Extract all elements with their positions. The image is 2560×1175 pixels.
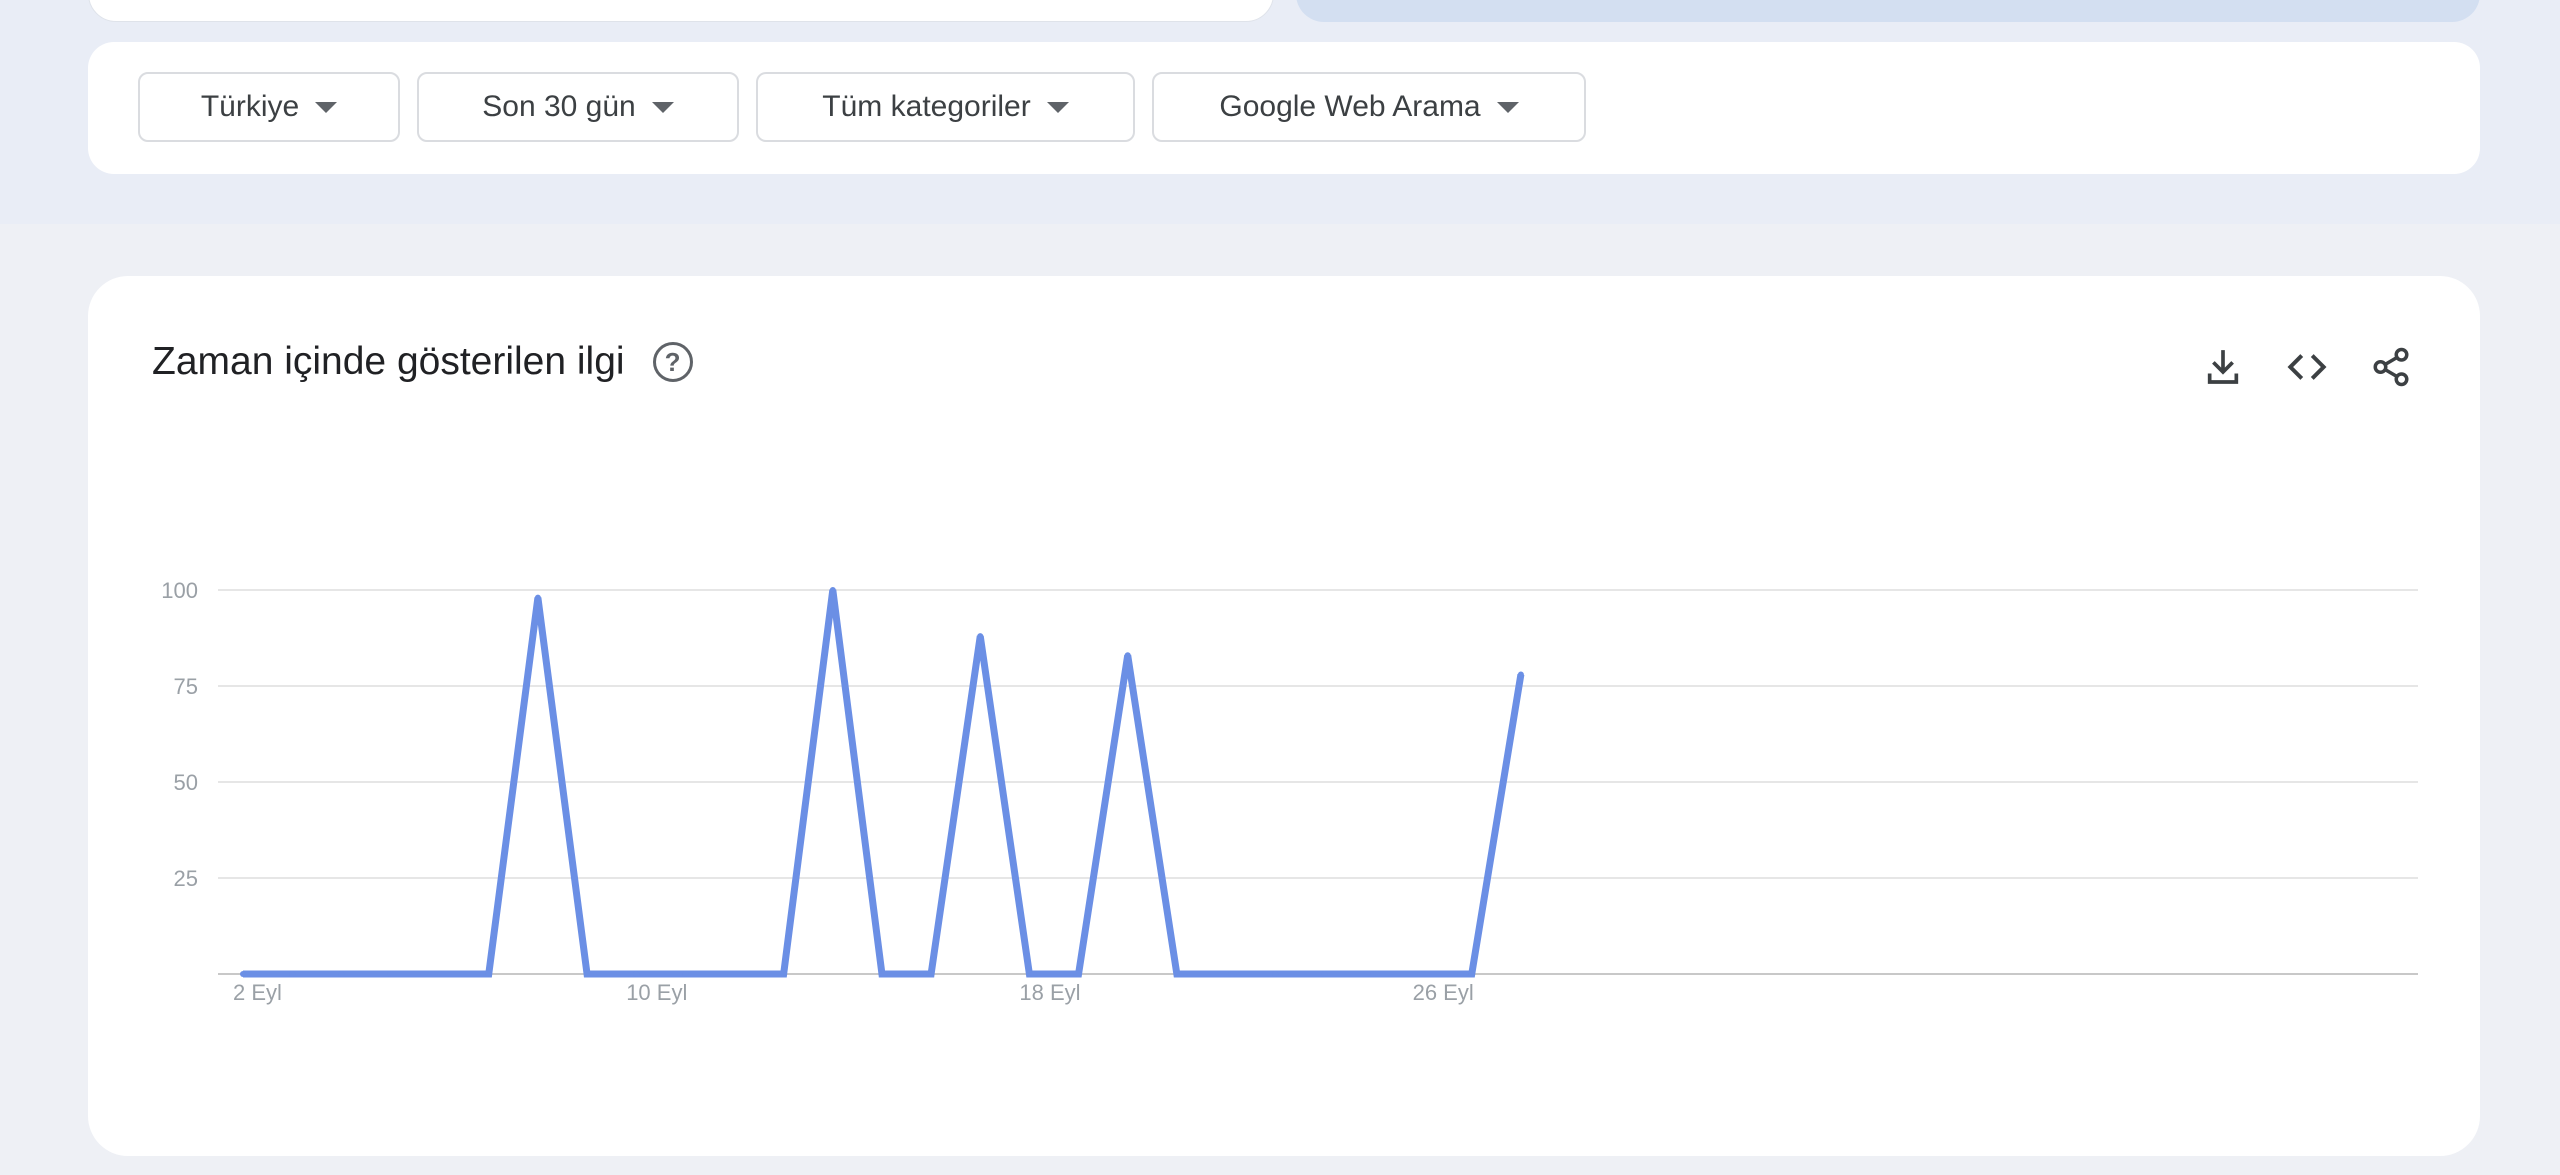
data-point[interactable] [534,594,541,601]
data-point[interactable] [878,971,885,977]
y-tick-label: 25 [174,866,198,891]
chart-y-tick-labels: 25 50 75 100 [161,578,198,891]
help-icon[interactable]: ? [652,342,693,382]
data-point[interactable] [780,971,787,977]
search-type-dropdown[interactable]: Google Web Arama [1152,72,1586,142]
data-point[interactable] [387,971,394,977]
data-point[interactable] [1321,971,1328,977]
chart-gridlines [218,589,2418,975]
y-tick-label: 75 [174,674,198,699]
data-point[interactable] [1419,971,1426,977]
compare-card [1296,0,2480,22]
x-tick-label: 18 Eyl [1019,980,1080,1005]
embed-code-icon[interactable] [2280,340,2334,394]
data-point[interactable] [829,587,836,593]
data-point[interactable] [289,971,296,977]
data-point[interactable] [338,971,345,977]
y-tick-label: 100 [161,578,198,603]
region-dropdown[interactable]: Türkiye [138,72,400,142]
chevron-down-icon [651,101,674,113]
chart-title: Zaman içinde gösterilen ilgi [152,340,625,383]
data-point[interactable] [682,971,689,977]
chart-x-tick-labels: 2 Eyl 10 Eyl 18 Eyl 26 Eyl [233,980,1474,1005]
chevron-down-icon [1496,101,1519,113]
data-point[interactable] [1468,971,1475,977]
data-point[interactable] [1223,971,1229,977]
data-point[interactable] [1272,971,1279,977]
data-point[interactable] [485,971,492,977]
search-term-card [88,0,1274,22]
time-range-dropdown-label: Son 30 gün [482,90,636,123]
search-type-dropdown-label: Google Web Arama [1219,90,1481,123]
data-point[interactable] [633,971,640,977]
share-icon[interactable] [2364,340,2418,394]
download-icon[interactable] [2196,340,2250,394]
data-point[interactable] [1517,671,1524,678]
chart-series-layer [240,587,1525,978]
data-point[interactable] [928,971,935,977]
filter-bar: Türkiye Son 30 gün Tüm kategoriler Googl… [88,42,2480,174]
chevron-down-icon [1046,101,1069,113]
interest-line-chart: 25 50 75 100 2 Eyl 10 Eyl 18 Eyl 26 Eyl [161,578,2418,1005]
category-dropdown-label: Tüm kategoriler [822,90,1031,123]
x-tick-label: 26 Eyl [1413,980,1474,1005]
x-tick-label: 10 Eyl [626,980,687,1005]
data-point[interactable] [1173,971,1180,977]
time-range-dropdown[interactable]: Son 30 gün [417,72,739,142]
region-dropdown-label: Türkiye [200,90,300,123]
data-point[interactable] [1124,652,1131,659]
chart-header: Zaman içinde gösterilen ilgi ? [152,340,693,384]
data-point[interactable] [436,971,443,977]
help-icon-glyph: ? [664,346,681,377]
chevron-down-icon [315,101,338,113]
data-point[interactable] [977,633,984,640]
data-point[interactable] [1075,971,1082,977]
chart-actions [2196,340,2418,394]
category-dropdown[interactable]: Tüm kategoriler [756,72,1135,142]
data-point[interactable] [1370,971,1377,977]
data-point[interactable] [240,971,246,977]
data-point[interactable] [584,971,591,977]
interest-over-time-card: Zaman içinde gösterilen ilgi ? 25 50 [88,276,2480,1156]
data-point[interactable] [1026,971,1033,977]
y-tick-label: 50 [174,770,198,795]
x-tick-label: 2 Eyl [233,980,282,1005]
data-point[interactable] [731,971,738,977]
